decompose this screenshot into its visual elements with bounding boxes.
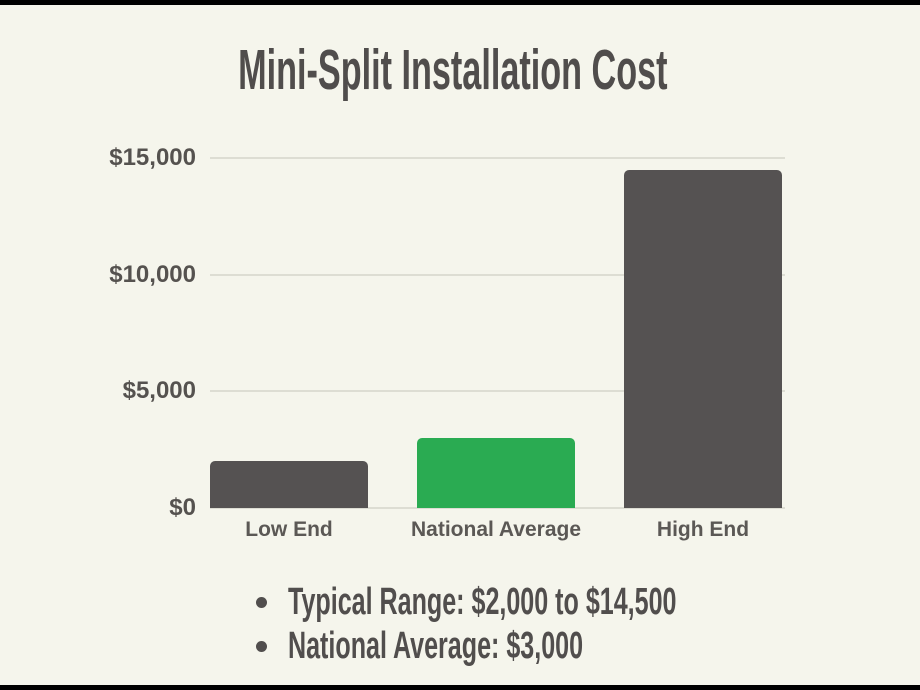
bullet-icon [256, 640, 267, 652]
gridline-10000 [210, 273, 785, 276]
bar-national-average [417, 438, 575, 508]
gridline-5000 [210, 390, 785, 393]
y-axis-tick-label: $0 [169, 494, 196, 521]
chart-title-text: Mini-Split Installation Cost [238, 38, 668, 102]
chart-title: Mini-Split Installation Cost [0, 42, 920, 99]
top-frame-bar [0, 0, 920, 5]
bottom-frame-bar [0, 685, 920, 690]
x-axis-label-high-end: High End [656, 518, 750, 541]
gridline-15000 [210, 157, 785, 159]
notes-list: Typical Range: $2,000 to $14,500 Nationa… [256, 580, 877, 668]
bar-high-end [624, 170, 782, 508]
bar-low-end [210, 461, 368, 508]
y-axis-tick-label: $10,000 [109, 260, 196, 288]
gridline-0 [210, 507, 785, 509]
y-axis-tick-label: $5,000 [122, 377, 196, 405]
y-axis-tick-label: $15,000 [109, 144, 196, 171]
bullet-icon [256, 596, 267, 608]
note-typical-range-text: Typical Range: $2,000 to $14,500 [288, 581, 677, 623]
x-axis-label-low-end: Low End [245, 518, 333, 541]
note-national-average: National Average: $3,000 [256, 624, 877, 668]
x-axis-label-national-average: National Average [411, 518, 581, 541]
note-national-average-text: National Average: $3,000 [288, 625, 584, 667]
note-typical-range: Typical Range: $2,000 to $14,500 [256, 580, 877, 624]
